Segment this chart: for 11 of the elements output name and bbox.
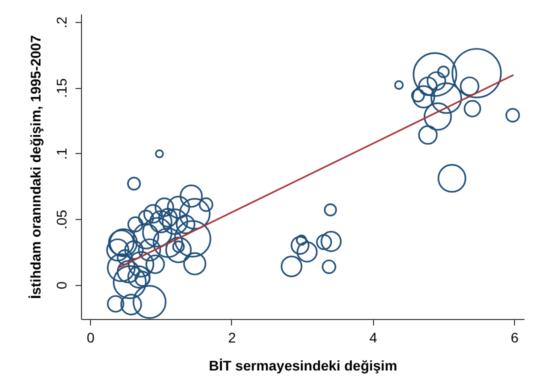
y-tick-label: .05 xyxy=(54,210,70,230)
y-tick-label: .1 xyxy=(54,148,70,160)
x-tick-label: 0 xyxy=(86,330,95,346)
x-tick-label: 2 xyxy=(228,330,236,346)
y-axis-title: İstihdam oranındaki değişim, 1995-2007 xyxy=(28,34,44,299)
y-tick-label: 0 xyxy=(54,281,70,290)
y-tick-label: .2 xyxy=(54,16,70,28)
x-tick-label: 6 xyxy=(510,330,519,346)
x-axis-title: BİT sermayesindeki değişim xyxy=(208,358,398,374)
y-tick-label: .15 xyxy=(54,78,70,98)
x-tick-label: 4 xyxy=(369,330,378,346)
